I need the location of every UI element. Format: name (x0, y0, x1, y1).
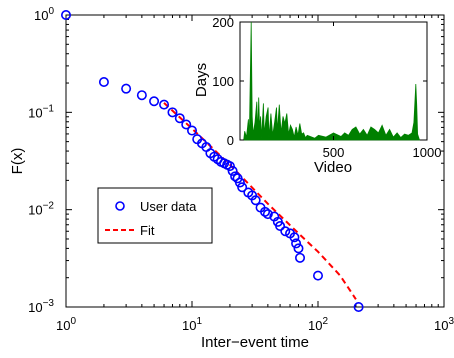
data-point (149, 96, 160, 107)
legend-user-data-label: User data (140, 199, 197, 214)
inset-tick-labels: 500 1000 0 100 200 (212, 15, 441, 160)
x-tick-label-exp: 3 (448, 316, 454, 327)
inset-area-series (243, 21, 421, 141)
legend-user-data-marker (115, 201, 125, 211)
inset-y-tick-label: 100 (212, 74, 234, 89)
data-point (289, 232, 300, 243)
fit-line (163, 102, 357, 300)
fit-layer (163, 102, 357, 300)
data-point (291, 238, 302, 249)
data-point (187, 125, 198, 136)
y-tick-label-base: 10 (28, 300, 42, 315)
data-point (121, 83, 132, 94)
x-tick-label-base: 10 (308, 318, 322, 333)
y-tick-label-exp: 0 (48, 6, 54, 17)
data-point (227, 165, 238, 176)
data-point (280, 226, 291, 237)
x-tick-label: 102 (308, 316, 328, 333)
data-point (234, 177, 245, 188)
main-ticks (65, 15, 444, 308)
legend-box (97, 187, 213, 244)
data-point (174, 113, 185, 124)
main-plot-frame (65, 14, 445, 308)
y-tick-label: 10−1 (28, 103, 54, 120)
x-tick-label-base: 10 (182, 318, 196, 333)
data-point (181, 119, 192, 130)
x-axis-label: Inter−event time (201, 334, 309, 351)
data-point (275, 220, 286, 231)
data-point (60, 10, 71, 20)
x-tick-label: 100 (56, 316, 76, 333)
data-point (312, 270, 323, 281)
x-tick-label-base: 10 (56, 318, 70, 333)
data-point (98, 76, 109, 87)
x-tick-label-exp: 1 (196, 316, 202, 327)
data-point (167, 107, 178, 118)
y-tick-label-exp: −2 (43, 201, 55, 212)
y-tick-label-base: 10 (28, 105, 42, 120)
data-point (295, 252, 306, 263)
y-tick-label-base: 10 (34, 8, 48, 23)
inset-y-axis-label: Days (193, 63, 210, 97)
inset-ticks (239, 21, 428, 141)
data-point (136, 90, 147, 101)
y-axis-label: F(x) (9, 148, 26, 175)
data-point (159, 99, 170, 110)
y-tick-label: 100 (34, 6, 54, 23)
y-tick-label-base: 10 (28, 203, 42, 218)
data-point (262, 209, 273, 220)
inset-y-tick-label: 200 (212, 15, 234, 30)
inset-plot: 500 1000 0 100 200 Video Days (193, 15, 441, 176)
data-point (224, 161, 235, 172)
data-point (260, 206, 271, 217)
x-tick-label: 103 (434, 316, 454, 333)
x-tick-label-base: 10 (434, 318, 448, 333)
y-tick-label: 10−2 (28, 201, 54, 218)
data-point (293, 243, 304, 254)
legend: User data Fit (97, 187, 213, 244)
y-tick-label-exp: −3 (43, 298, 55, 309)
inset-x-axis-label: Video (314, 159, 352, 176)
y-tick-label: 10−3 (28, 298, 54, 315)
data-point (353, 301, 364, 312)
legend-fit-label: Fit (140, 223, 155, 238)
data-point (250, 195, 261, 206)
inset-x-tick-label: 500 (323, 145, 345, 160)
y-tick-label-exp: −1 (43, 103, 55, 114)
x-tick-label-exp: 0 (70, 316, 76, 327)
x-tick-label: 101 (182, 316, 202, 333)
x-tick-label-exp: 2 (322, 316, 328, 327)
inset-y-tick-label: 0 (227, 133, 234, 148)
data-point (230, 171, 241, 182)
data-points (60, 10, 364, 312)
inset-x-tick-label: 1000 (413, 145, 442, 160)
data-point (237, 182, 248, 193)
inset-series (243, 21, 421, 141)
